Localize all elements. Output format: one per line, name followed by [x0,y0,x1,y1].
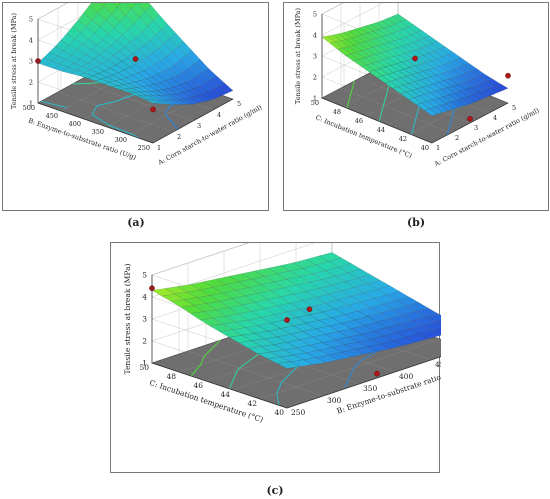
floor-contour [378,60,405,122]
surface-cell [431,327,441,336]
z-tick-label: 2 [313,74,317,82]
x-tick-label: 5 [237,100,241,108]
design-point [374,370,380,377]
x-tick-label: 350 [363,384,378,393]
y-tick-label: 46 [355,117,363,125]
y-axis-line [37,102,154,144]
x-tick-label: 4 [217,111,221,119]
x-tick-label: 2 [455,134,459,142]
y-tick-label: 450 [46,112,58,120]
design-point [150,106,156,113]
y-tick-label: 42 [399,135,407,143]
design-point [284,317,290,323]
x-axis-line [431,102,509,144]
y-tick-label: 350 [92,128,104,136]
z-tick-label: 5 [29,16,33,24]
x-tick-label: 300 [327,396,342,405]
floor-contour [346,80,355,109]
x-tick-label: 1 [157,144,161,152]
z-tick-label: 5 [142,271,147,280]
z-axis-title: Tensile stress at break (MPa) [123,263,132,374]
design-point [467,116,473,122]
z-tick-label: 4 [313,32,317,40]
x-tick-label: 2 [177,133,181,141]
x-axis-line [152,98,234,144]
surface-cell [424,313,441,323]
z-tick-label: 4 [142,293,147,302]
floor-gridline [259,338,441,400]
floor-contour [164,88,205,130]
z-tick-label: 4 [29,37,33,45]
y-tick-label: 48 [166,372,176,381]
y-tick-label: 46 [193,381,203,390]
design-point [132,56,139,62]
floor-contour [344,330,416,389]
surface-cell [100,3,106,7]
response-surface [151,252,441,369]
z-tick-label: 3 [142,315,147,324]
z-tick-label: 5 [313,11,317,19]
x-tick-label: 3 [197,122,201,130]
surface-cell [494,83,509,91]
design-points [412,55,511,122]
z-axis-title: Tensile stress at break (MPa) [10,12,18,109]
design-points [35,56,156,113]
z-tick-label: 3 [29,58,33,66]
chart-panel-b: 1 2 3 4 5 40 42 44 46 48 50 1 2 3 4 5 A: Corn starch-to-… [283,2,549,211]
y-tick-label: 400 [69,120,81,128]
y-tick-label: 300 [115,136,127,144]
x-axis-line [286,356,441,409]
y-tick-label: 40 [274,408,284,417]
floor-gridline [57,91,174,133]
floor-contour [190,339,221,377]
chart-panel-c: 25030035040045050040424446485012345B: En… [110,242,441,473]
y-tick-label: 250 [138,144,150,152]
design-point [505,72,511,79]
floor-contour [446,86,469,136]
z-tick-label: 2 [29,79,33,87]
z-tick-label: 3 [313,53,317,61]
x-tick-label: 250 [291,408,306,417]
x-tick-label: 3 [474,124,478,132]
y-tick-label: 500 [23,104,35,112]
caption-b: (b) [406,216,426,229]
x-tick-label: 1 [436,144,440,152]
surface-cell [218,83,234,94]
chart-panel-a: 1 2 3 4 5 250 300 350 400 450 500 1 2 3 4 5 A: Corn star… [2,2,269,211]
y-tick-label: 48 [333,108,341,116]
surface-cell [434,320,441,326]
y-tick-label: 50 [311,99,319,107]
x-tick-label: 450 [435,360,441,369]
y-tick-label: 44 [377,126,385,134]
surface-plot-c: 25030035040045050040424446485012345B: En… [123,243,441,424]
x-tick-label: 400 [399,372,414,381]
caption-a: (a) [127,216,145,229]
y-axis-line [321,97,433,144]
y-tick-label: 44 [220,390,230,399]
z-axis-title: Tensile stress at break (MPa) [294,7,302,104]
design-points [149,285,380,377]
floor-gridline [340,87,452,134]
y-axis-line [151,362,288,409]
z-tick-label: 1 [29,100,33,108]
design-point [412,55,418,62]
surface-cell [112,3,121,8]
z-tick-label: 1 [313,95,317,103]
y-tick-label: 50 [139,363,149,372]
z-tick-label: 2 [142,337,147,346]
y-tick-label: 42 [247,399,257,408]
response-surface [321,13,509,116]
floor-gridline [187,350,324,397]
z-tick-label: 1 [142,359,147,368]
design-point [306,306,313,313]
caption-c: (c) [266,484,284,497]
response-surface [37,3,234,105]
x-tick-label: 4 [493,114,497,122]
floor-gridline [77,80,194,122]
y-tick-label: 40 [421,144,429,152]
x-tick-label: 5 [512,104,516,112]
